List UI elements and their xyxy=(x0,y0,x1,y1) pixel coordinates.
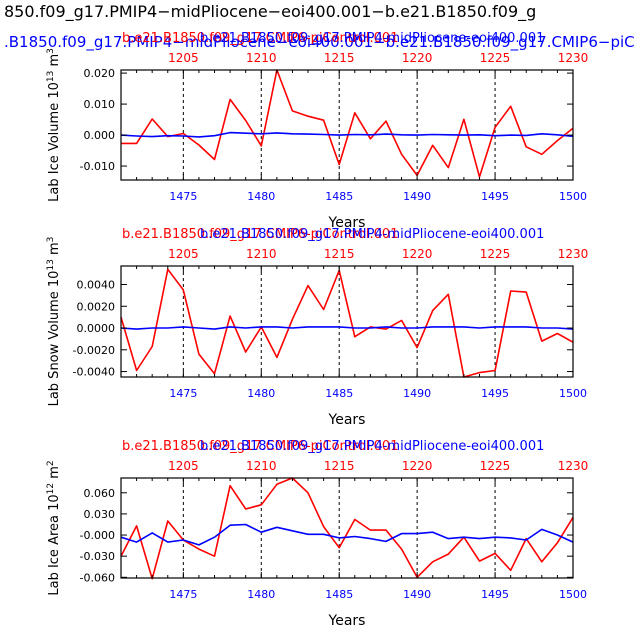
x-tick-label-top: 1220 xyxy=(402,247,433,261)
x-tick-label-bottom: 1500 xyxy=(559,387,587,400)
x-tick-label-top: 1225 xyxy=(480,51,511,65)
y-axis-label-part: m xyxy=(47,242,62,259)
header-line-2: .B1850.f09_g17.PMIP4−midPliocene−eoi400.… xyxy=(4,33,635,52)
x-tick-label-bottom: 1475 xyxy=(169,190,197,203)
y-tick-label: -0.030 xyxy=(80,550,115,563)
x-axis-label: Years xyxy=(328,412,366,428)
y-axis-label: Lab Ice Area 1012 m2 xyxy=(46,460,62,595)
y-axis-label: Lab Snow Volume 1013 m3 xyxy=(46,237,62,407)
x-tick-label-bottom: 1485 xyxy=(325,588,353,601)
x-tick-label-top: 1205 xyxy=(168,459,199,473)
x-tick-label-top: 1210 xyxy=(246,247,277,261)
series-line-midPliocene xyxy=(120,131,574,138)
y-tick-label: 0.0020 xyxy=(77,300,116,313)
x-tick-label-top: 1210 xyxy=(246,459,277,473)
x-axis-label: Years xyxy=(328,613,366,628)
x-tick-label-bottom: 1480 xyxy=(247,387,275,400)
y-tick-label: 0.000 xyxy=(84,129,116,142)
y-axis-label-part: 3 xyxy=(46,48,56,54)
y-axis-label-part: 13 xyxy=(46,71,56,82)
y-tick-label: 0.020 xyxy=(84,67,116,80)
x-tick-label-bottom: 1495 xyxy=(481,387,509,400)
y-tick-label: -0.000 xyxy=(80,529,115,542)
x-tick-label-top: 1215 xyxy=(324,247,355,261)
y-axis-label-part: Lab Ice Area 10 xyxy=(47,494,62,595)
y-axis-label-part: Lab Ice Volume 10 xyxy=(47,82,62,202)
panel-title-red: b.e21.B1850.f09_g17.CMIP6-piControl.001 xyxy=(122,31,398,46)
y-axis-label-part: m xyxy=(47,54,62,71)
x-tick-label-bottom: 1475 xyxy=(169,387,197,400)
x-tick-label-top: 1215 xyxy=(324,459,355,473)
series-line-piControl xyxy=(120,268,574,378)
y-tick-label: 0.0040 xyxy=(77,279,116,292)
panel-title-blue: b.e21.B1850.f09_g17.PMIP4-midPliocene-eo… xyxy=(200,31,544,46)
x-tick-label-bottom: 1500 xyxy=(559,588,587,601)
y-tick-label: -0.0020 xyxy=(73,344,115,357)
y-axis-label-part: Lab Snow Volume 10 xyxy=(47,271,62,407)
y-tick-label: -0.010 xyxy=(80,160,115,173)
x-tick-label-bottom: 1485 xyxy=(325,387,353,400)
panel-title-blue: b.e21.B1850.f09_g17.PMIP4-midPliocene-eo… xyxy=(200,227,544,242)
x-tick-label-bottom: 1490 xyxy=(403,387,431,400)
series-line-piControl xyxy=(120,477,574,580)
x-tick-label-bottom: 1490 xyxy=(403,190,431,203)
x-tick-label-top: 1230 xyxy=(558,459,589,473)
y-tick-label: 0.060 xyxy=(84,487,116,500)
x-tick-label-top: 1205 xyxy=(168,51,199,65)
x-tick-label-bottom: 1495 xyxy=(481,190,509,203)
y-tick-label: 0.010 xyxy=(84,98,116,111)
x-tick-label-top: 1210 xyxy=(246,51,277,65)
plot-frame xyxy=(120,69,574,181)
panel-title-red: b.e21.B1850.f09_g17.CMIP6-piControl.001 xyxy=(122,227,398,242)
y-axis-label-part: 3 xyxy=(46,237,56,243)
plot-frame xyxy=(120,477,574,579)
x-tick-label-bottom: 1475 xyxy=(169,588,197,601)
y-axis-label: Lab Ice Volume 1013 m3 xyxy=(46,48,62,202)
panel-title-blue: b.e21.B1850.f09_g17.PMIP4-midPliocene-eo… xyxy=(200,439,544,454)
series-line-midPliocene xyxy=(120,326,574,330)
y-axis-label-part: 12 xyxy=(46,483,56,494)
x-tick-label-bottom: 1485 xyxy=(325,190,353,203)
y-tick-label: -0.060 xyxy=(80,571,115,584)
x-tick-label-bottom: 1490 xyxy=(403,588,431,601)
x-tick-label-top: 1205 xyxy=(168,247,199,261)
panel-top: 1475 1480 1485 1490 1495 1500 1205 1210 1215 1220… xyxy=(46,31,588,231)
x-tick-label-top: 1225 xyxy=(480,459,511,473)
panel-middle: 1475 1480 1485 1490 1495 1500 1205 1210 1215 1220… xyxy=(46,227,588,428)
x-tick-label-top: 1220 xyxy=(402,51,433,65)
header-line-1: 850.f09_g17.PMIP4−midPliocene−eoi400.001… xyxy=(4,2,536,22)
y-axis-label-part: m xyxy=(47,466,62,483)
plot-frame xyxy=(120,265,574,378)
y-tick-label: 0.030 xyxy=(84,508,116,521)
series-line-midPliocene xyxy=(120,523,574,546)
x-tick-label-top: 1230 xyxy=(558,51,589,65)
x-tick-label-top: 1215 xyxy=(324,51,355,65)
x-tick-label-bottom: 1500 xyxy=(559,190,587,203)
y-axis-label-part: 2 xyxy=(46,460,56,466)
x-tick-label-top: 1230 xyxy=(558,247,589,261)
x-tick-label-bottom: 1495 xyxy=(481,588,509,601)
panel-title-red: b.e21.B1850.f09_g17.CMIP6-piControl.001 xyxy=(122,439,398,454)
x-tick-label-top: 1220 xyxy=(402,459,433,473)
x-tick-label-bottom: 1480 xyxy=(247,588,275,601)
x-tick-label-bottom: 1480 xyxy=(247,190,275,203)
x-tick-label-top: 1225 xyxy=(480,247,511,261)
y-tick-label: 0.0000 xyxy=(77,322,116,335)
series-line-piControl xyxy=(121,69,574,178)
y-tick-label: -0.0040 xyxy=(73,366,115,379)
x-axis-label: Years xyxy=(328,215,366,231)
y-axis-label-part: 13 xyxy=(46,259,56,270)
